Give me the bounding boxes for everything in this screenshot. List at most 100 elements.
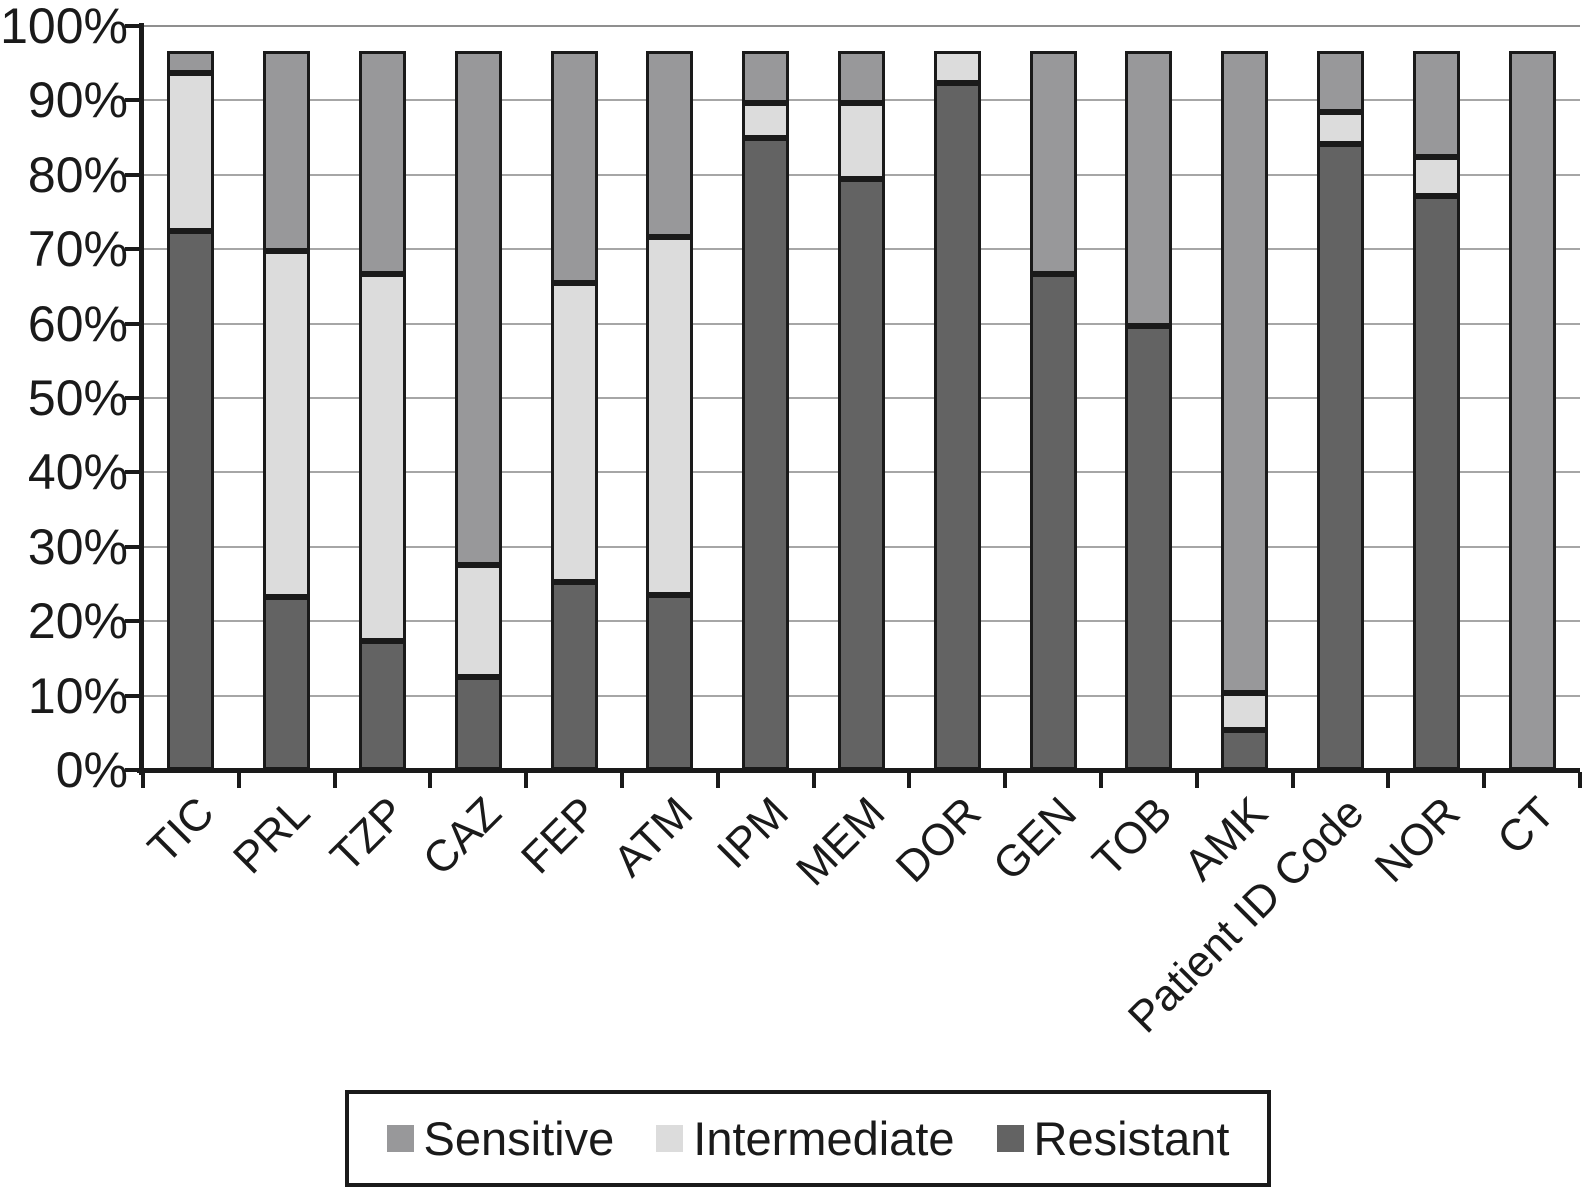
bar-segment-sensitive-ct xyxy=(1508,50,1556,770)
legend-label-intermediate: Intermediate xyxy=(693,1112,955,1165)
y-axis-label: 40% xyxy=(27,444,128,501)
x-axis-label: TOB xyxy=(1083,788,1182,887)
bar-segment-resistant-fep xyxy=(550,581,598,770)
bar-segment-sensitive-ipm xyxy=(742,50,790,104)
bar-segment-resistant-mem xyxy=(838,178,885,770)
legend-item-sensitive: Sensitive xyxy=(386,1111,615,1166)
x-axis-label: NOR xyxy=(1365,788,1469,892)
legend-swatch-resistant xyxy=(996,1125,1024,1152)
x-axis-tick xyxy=(1290,772,1295,788)
legend-item-intermediate: Intermediate xyxy=(656,1111,955,1166)
x-axis-tick xyxy=(715,772,720,788)
bar-segment-resistant-dor xyxy=(933,82,981,770)
y-axis-tick xyxy=(125,321,141,326)
x-axis-label: FEP xyxy=(511,788,607,884)
x-axis-line xyxy=(137,768,1580,773)
x-axis-tick xyxy=(524,772,529,788)
bar-segment-sensitive-patient-id-code xyxy=(1317,50,1364,112)
y-axis-line xyxy=(139,23,144,775)
bar-segment-resistant-atm xyxy=(646,595,694,770)
y-axis-label: 70% xyxy=(27,221,128,278)
x-axis-label: ATM xyxy=(604,788,703,887)
y-axis-tick xyxy=(125,247,141,252)
x-axis-label: DOR xyxy=(886,788,990,892)
legend-swatch-sensitive xyxy=(386,1125,414,1152)
x-axis-label: CT xyxy=(1488,788,1565,865)
bar-segment-intermediate-caz xyxy=(454,565,502,677)
legend-swatch-intermediate xyxy=(656,1125,684,1152)
bar-segment-resistant-gen xyxy=(1029,274,1077,770)
y-axis-tick xyxy=(125,768,141,772)
x-axis-tick xyxy=(428,772,433,788)
bar-segment-intermediate-nor xyxy=(1412,156,1460,196)
x-axis-tick xyxy=(620,772,624,788)
bar-segment-sensitive-gen xyxy=(1029,50,1077,275)
gridline-100 xyxy=(143,25,1580,27)
bar-segment-intermediate-prl xyxy=(263,250,311,597)
bar-segment-resistant-caz xyxy=(454,677,502,770)
legend-label-resistant: Resistant xyxy=(1033,1112,1230,1165)
bar-segment-sensitive-atm xyxy=(646,50,694,237)
legend-item-resistant: Resistant xyxy=(996,1111,1230,1166)
bar-segment-resistant-prl xyxy=(263,596,311,770)
bar-segment-resistant-patient-id-code xyxy=(1317,144,1364,770)
bar-segment-intermediate-fep xyxy=(550,282,598,582)
x-axis-label: GEN xyxy=(983,788,1086,891)
bar-segment-sensitive-mem xyxy=(838,50,885,104)
x-axis-tick xyxy=(811,772,816,788)
y-axis-tick xyxy=(125,619,141,624)
y-axis-tick xyxy=(125,470,141,475)
x-axis-tick xyxy=(1099,772,1103,788)
bar-segment-intermediate-tic xyxy=(167,72,215,231)
y-axis-label: 100% xyxy=(0,0,128,54)
x-axis-tick xyxy=(332,772,337,788)
x-axis-label: IPM xyxy=(708,788,799,878)
y-axis-tick xyxy=(125,544,141,549)
bar-segment-resistant-amk xyxy=(1221,729,1269,770)
x-axis-tick xyxy=(1578,772,1582,788)
x-axis-label: CAZ xyxy=(414,788,511,885)
x-axis-label: TZP xyxy=(321,788,416,882)
bar-segment-intermediate-ipm xyxy=(742,103,790,138)
bar-segment-resistant-tob xyxy=(1125,325,1173,770)
bar-segment-sensitive-amk xyxy=(1221,50,1269,694)
x-axis-tick xyxy=(907,772,912,788)
bar-segment-sensitive-prl xyxy=(263,50,311,251)
y-axis-label: 90% xyxy=(27,72,128,129)
x-axis-tick xyxy=(1003,772,1008,788)
x-axis-label: PRL xyxy=(224,788,320,884)
bar-segment-sensitive-tic xyxy=(167,50,215,73)
y-axis-label: 10% xyxy=(27,667,128,724)
bar-segment-sensitive-tob xyxy=(1125,50,1173,326)
bar-segment-resistant-tzp xyxy=(359,641,406,770)
bar-segment-sensitive-nor xyxy=(1412,50,1460,157)
bar-segment-resistant-tic xyxy=(167,230,215,770)
y-axis-tick xyxy=(125,24,141,28)
legend: Sensitive Intermediate Resistant xyxy=(345,1090,1271,1187)
legend-label-sensitive: Sensitive xyxy=(423,1112,615,1165)
y-axis-label: 30% xyxy=(27,518,128,575)
bar-segment-intermediate-amk xyxy=(1221,693,1269,730)
x-axis-label: TIC xyxy=(138,788,224,873)
y-axis-tick xyxy=(125,172,141,177)
bar-segment-intermediate-tzp xyxy=(359,273,406,642)
bar-segment-intermediate-patient-id-code xyxy=(1317,111,1364,145)
bar-segment-intermediate-atm xyxy=(646,236,694,596)
bar-segment-intermediate-mem xyxy=(838,103,885,179)
y-axis-label: 20% xyxy=(27,593,128,650)
bar-segment-sensitive-tzp xyxy=(359,50,406,274)
bar-segment-intermediate-dor xyxy=(933,50,981,83)
x-axis-tick xyxy=(236,772,241,788)
y-axis-label: 60% xyxy=(27,295,128,352)
x-axis-tick xyxy=(1386,772,1391,788)
y-axis-tick xyxy=(125,98,141,103)
y-axis-label: 50% xyxy=(27,370,128,426)
x-axis-label: MEM xyxy=(786,788,895,896)
bar-segment-sensitive-caz xyxy=(454,50,502,566)
bar-segment-sensitive-fep xyxy=(550,50,598,283)
x-axis-tick xyxy=(141,772,145,788)
y-axis-label: 80% xyxy=(27,146,128,203)
y-axis-label: 0% xyxy=(55,742,128,798)
bar-segment-resistant-nor xyxy=(1412,195,1460,770)
